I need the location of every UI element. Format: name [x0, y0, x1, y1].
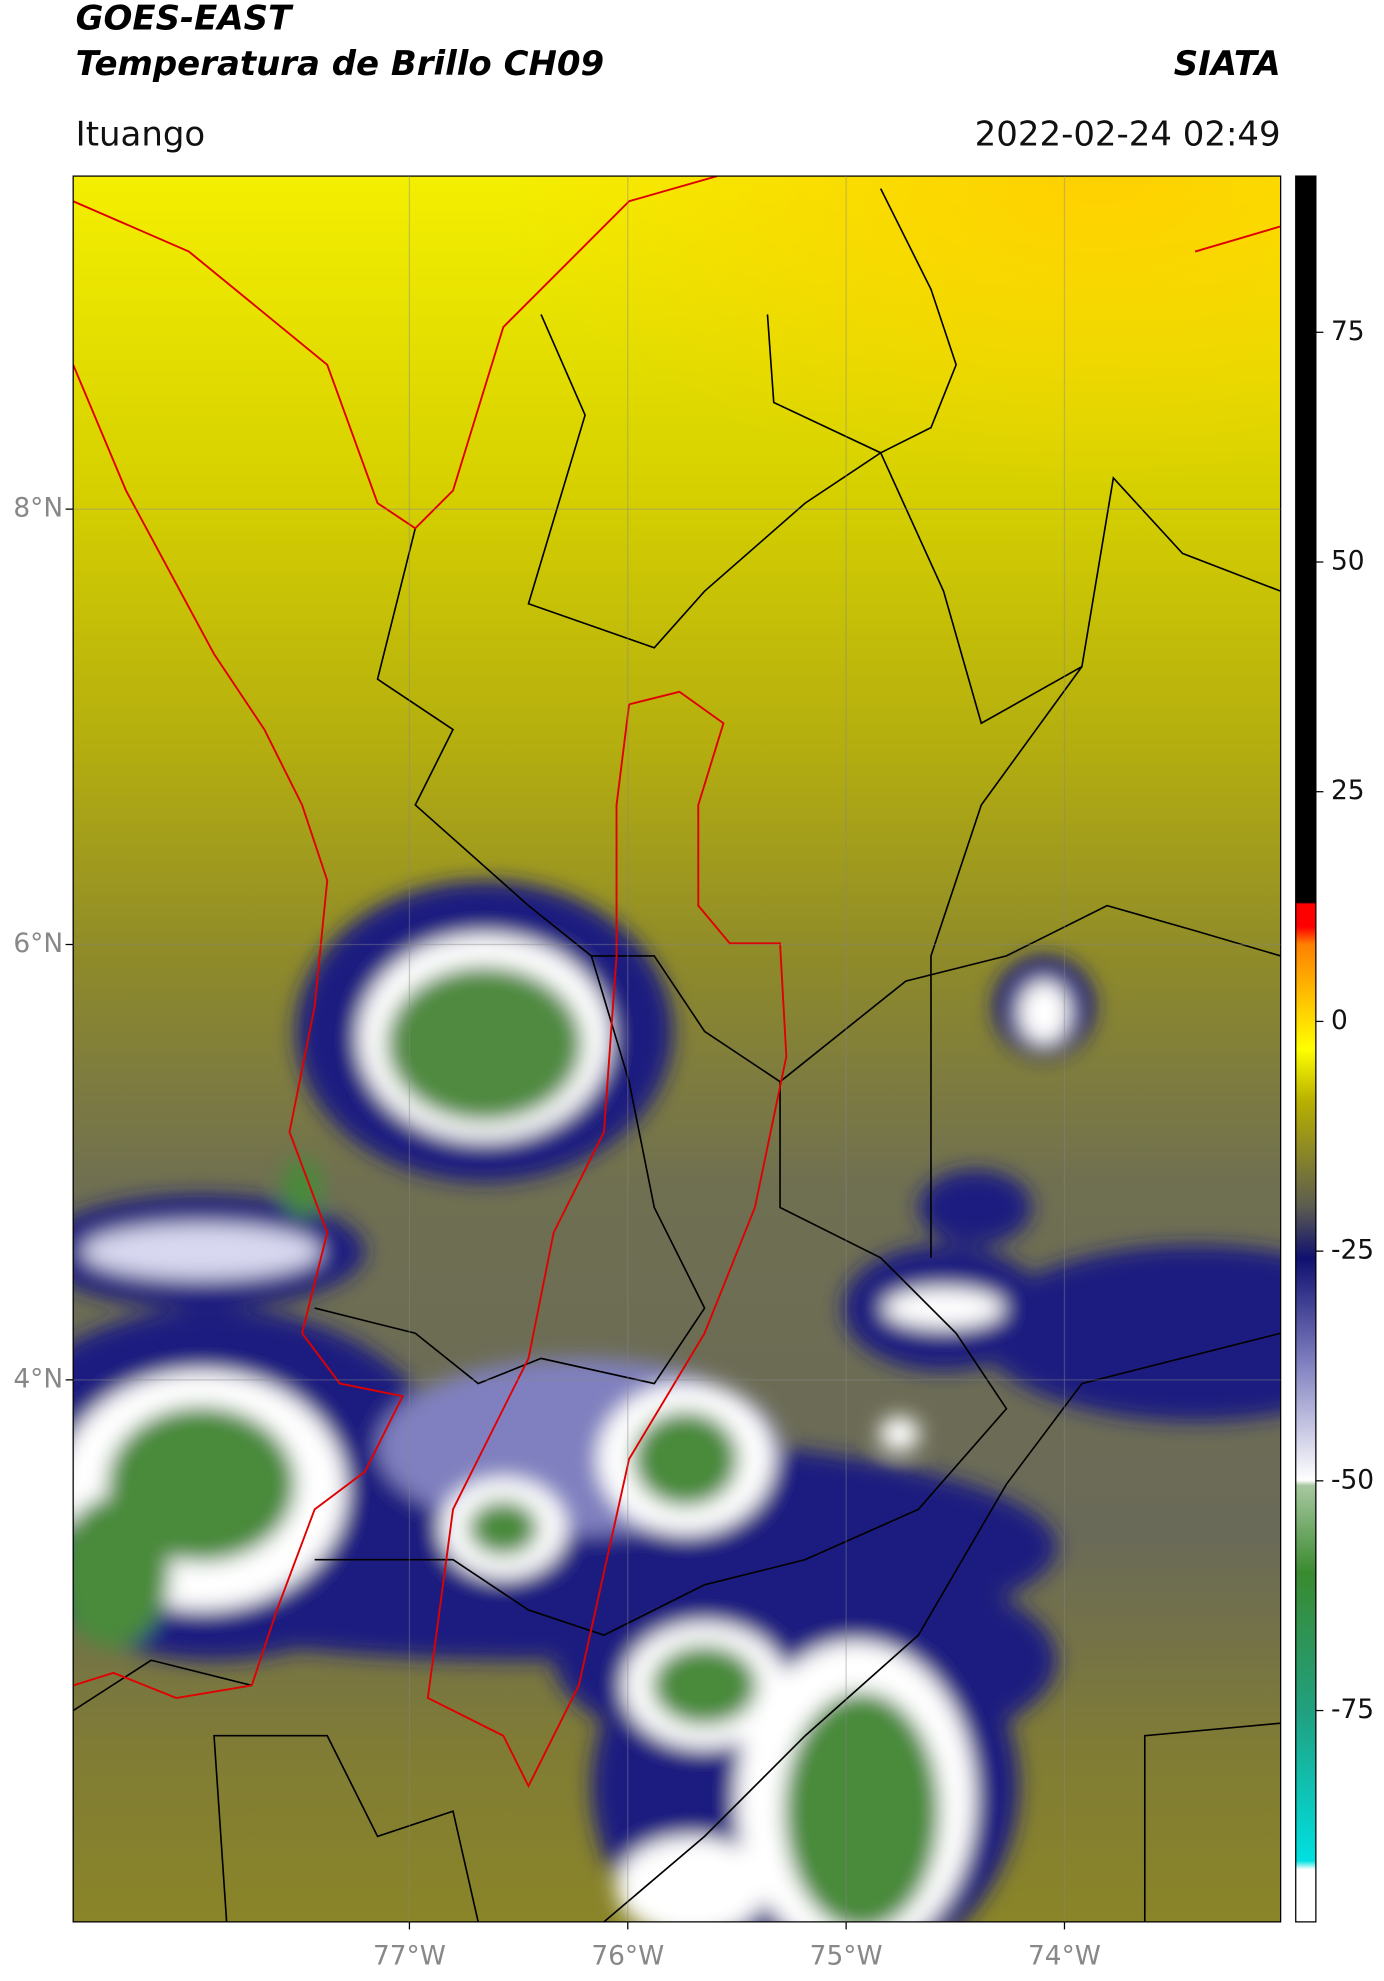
colorbar-tick-label: 0: [1331, 1005, 1348, 1036]
colorbar-tick-label: 25: [1331, 775, 1365, 806]
x-tick-label: 74°W: [1028, 1941, 1101, 1972]
source: SIATA: [1174, 44, 1281, 84]
map-image: [73, 176, 1281, 1922]
timestamp: 2022-02-24 02:49: [975, 114, 1281, 154]
x-tick-label: 75°W: [810, 1941, 883, 1972]
y-tick-label: 6°N: [13, 928, 63, 959]
x-tick-label: 77°W: [373, 1941, 446, 1972]
colorbar: [1295, 175, 1317, 1923]
y-tick-label: 4°N: [13, 1363, 63, 1394]
subtitle: Temperatura de Brillo CH09: [76, 44, 604, 84]
location: Ituango: [76, 114, 206, 154]
colorbar-tick-label: -75: [1331, 1694, 1374, 1725]
map-frame: [72, 175, 1282, 1923]
colorbar-tick-label: 75: [1331, 316, 1365, 347]
colorbar-tick-label: 50: [1331, 546, 1365, 577]
colorbar-tick-label: -25: [1331, 1235, 1374, 1266]
colorbar-tick-label: -50: [1331, 1464, 1374, 1495]
x-tick-label: 76°W: [591, 1941, 664, 1972]
y-tick-label: 8°N: [13, 493, 63, 524]
title: GOES-EAST: [76, 0, 294, 39]
